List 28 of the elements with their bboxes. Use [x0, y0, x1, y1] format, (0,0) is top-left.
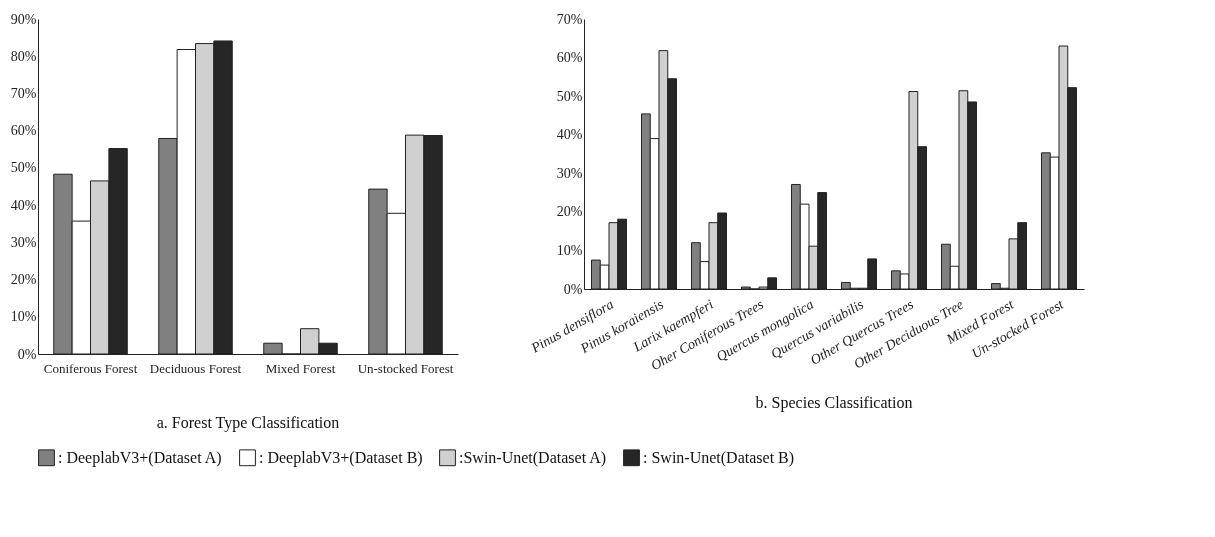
text: a. Forest Type Classification — [156, 414, 340, 432]
y-tick-label: 20% — [556, 204, 583, 220]
y-tick-label: 10% — [556, 242, 583, 258]
x-tick-label: Deciduous Forest — [149, 360, 242, 376]
y-tick-label: 0% — [563, 281, 583, 297]
x-tick-label: Un-stocked Forest — [357, 360, 454, 376]
legend-label: : DeeplabV3+(Dataset B) — [259, 448, 423, 467]
y-tick-label: 0% — [17, 346, 37, 362]
y-tick-label: 60% — [10, 123, 37, 139]
y-tick-label: 30% — [10, 234, 37, 250]
y-tick-label: 40% — [10, 197, 37, 213]
y-tick-label: 90% — [10, 11, 37, 27]
y-tick-label: 20% — [10, 272, 37, 288]
y-tick-label: 60% — [556, 50, 583, 66]
text: b. Species Classification — [755, 393, 913, 412]
y-tick-label: 50% — [10, 160, 37, 176]
legend-label: : DeeplabV3+(Dataset A) — [58, 448, 222, 467]
y-tick-label: 10% — [10, 309, 37, 325]
legend-label: : Swin-Unet(Dataset B) — [643, 448, 795, 467]
y-tick-label: 70% — [10, 85, 37, 101]
y-tick-label: 30% — [556, 165, 583, 181]
x-tick-label: Coniferous Forest — [43, 360, 138, 376]
x-tick-label: Mixed Forest — [265, 360, 336, 376]
legend-label: :Swin-Unet(Dataset A) — [459, 448, 607, 467]
y-tick-label: 70% — [556, 11, 583, 27]
y-tick-label: 80% — [10, 48, 37, 64]
y-tick-label: 40% — [556, 127, 583, 143]
y-tick-label: 50% — [556, 88, 583, 104]
